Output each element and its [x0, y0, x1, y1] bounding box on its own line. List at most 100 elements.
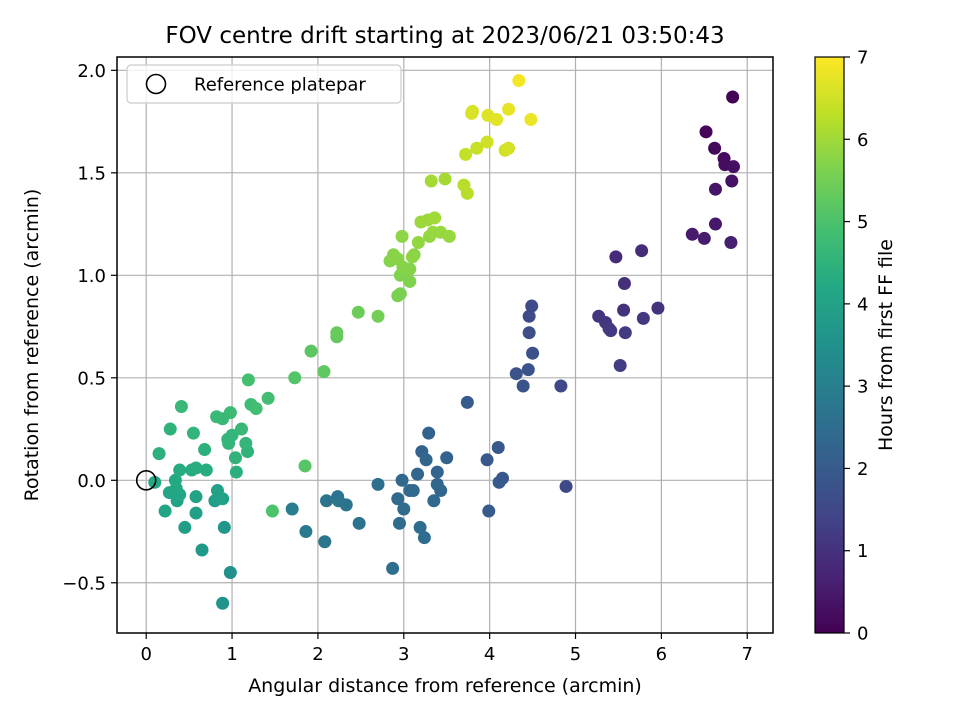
scatter-point [526, 346, 540, 360]
scatter-point [442, 229, 456, 243]
scatter-point [241, 373, 255, 387]
x-tick-label: 0 [140, 644, 151, 665]
scatter-point [330, 326, 344, 340]
grid-lines [117, 57, 773, 633]
scatter-point [434, 484, 448, 498]
colorbar-tick-label: 5 [857, 212, 868, 233]
scatter-point [405, 250, 419, 264]
scatter-point [524, 113, 538, 127]
scatter-point [465, 104, 479, 118]
scatter-point [228, 451, 242, 465]
x-tick-label: 5 [570, 644, 581, 665]
scatter-point [249, 402, 263, 416]
legend-box [126, 64, 402, 104]
scatter-point [411, 236, 425, 250]
scatter-point [522, 309, 536, 323]
scatter-point [198, 443, 212, 457]
scatter-point [225, 428, 239, 442]
scatter-point [391, 492, 405, 506]
scatter-point [554, 379, 568, 393]
scatter-point [173, 463, 187, 477]
scatter-point [406, 484, 420, 498]
scatter-point [371, 477, 385, 491]
scatter-point [651, 301, 665, 315]
scatter-point [699, 125, 713, 139]
scatter-point [685, 227, 699, 241]
scatter-point [223, 406, 237, 420]
scatter-point [708, 141, 722, 155]
scatter-point [304, 344, 318, 358]
scatter-point [516, 379, 530, 393]
scatter-point [298, 459, 312, 473]
colorbar-tick-label: 6 [857, 130, 868, 151]
y-axis-ticks: −0.5 0.0 0.5 1.0 1.5 2.0 [62, 61, 117, 594]
scatter-point [395, 229, 409, 243]
colorbar-gradient [814, 56, 845, 634]
scatter-point [617, 303, 631, 317]
scatter-point [424, 174, 438, 188]
colorbar-tick-label: 1 [857, 541, 868, 562]
colorbar: 0 1 2 3 4 5 6 7 Hours from first FF file [814, 48, 897, 645]
scatter-point [393, 287, 407, 301]
colorbar-ticks: 0 1 2 3 4 5 6 7 [844, 48, 868, 645]
x-tick-label: 4 [484, 644, 495, 665]
scatter-point [459, 147, 473, 161]
scatter-point [189, 506, 203, 520]
scatter-point [186, 426, 200, 440]
scatter-point [460, 186, 474, 200]
scatter-point [502, 102, 516, 116]
scatter-point [413, 520, 427, 534]
y-tick-label: 0.0 [77, 471, 106, 492]
y-tick-label: −0.5 [62, 573, 106, 594]
scatter-point [559, 479, 573, 493]
scatter-point [417, 531, 431, 545]
colorbar-tick-label: 7 [857, 48, 868, 69]
scatter-point [636, 311, 650, 325]
scatter-point [482, 504, 496, 518]
scatter-point [509, 367, 523, 381]
x-tick-label: 6 [656, 644, 667, 665]
scatter-point [288, 371, 302, 385]
scatter-point [460, 395, 474, 409]
x-tick-label: 3 [398, 644, 409, 665]
scatter-point [613, 358, 627, 372]
colorbar-label: Hours from first FF file [875, 239, 897, 451]
scatter-point [708, 217, 722, 231]
scatter-point [480, 453, 494, 467]
scatter-point [352, 516, 366, 530]
scatter-point [419, 453, 433, 467]
scatter-point [490, 113, 504, 127]
legend-entry-reference: Reference platepar [194, 75, 366, 96]
y-tick-label: 2.0 [77, 61, 106, 82]
scatter-point [195, 543, 209, 557]
scatter-point [216, 492, 230, 506]
scatter-point [470, 141, 484, 155]
scatter-point [318, 535, 332, 549]
scatter-point [285, 502, 299, 516]
scatter-point [235, 422, 249, 436]
colorbar-tick-label: 2 [857, 459, 868, 480]
legend: Reference platepar [126, 64, 402, 104]
scatter-point [521, 363, 535, 377]
scatter-point [371, 309, 385, 323]
scatter-point [403, 274, 417, 288]
plot-frame [116, 56, 774, 634]
scatter-point [351, 305, 365, 319]
scatter-point [261, 391, 275, 405]
scatter-point [299, 525, 313, 539]
scatter-point [163, 422, 177, 436]
scatter-point [239, 436, 253, 450]
scatter-point [440, 451, 454, 465]
scatter-point [189, 461, 203, 475]
scatter-point [430, 465, 444, 479]
y-tick-label: 0.5 [77, 368, 106, 389]
scatter-point [604, 324, 618, 338]
scatter-point [392, 516, 406, 530]
scatter-point [618, 326, 632, 340]
scatter-point [697, 231, 711, 245]
scatter-point [178, 520, 192, 534]
scatter-point [174, 399, 188, 413]
scatter-point [223, 566, 237, 580]
chart-title: FOV centre drift starting at 2023/06/21 … [165, 23, 724, 49]
